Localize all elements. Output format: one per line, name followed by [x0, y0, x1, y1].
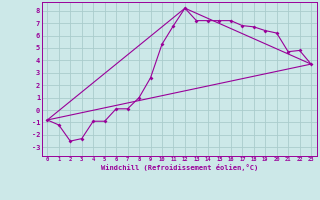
X-axis label: Windchill (Refroidissement éolien,°C): Windchill (Refroidissement éolien,°C) [100, 164, 258, 171]
